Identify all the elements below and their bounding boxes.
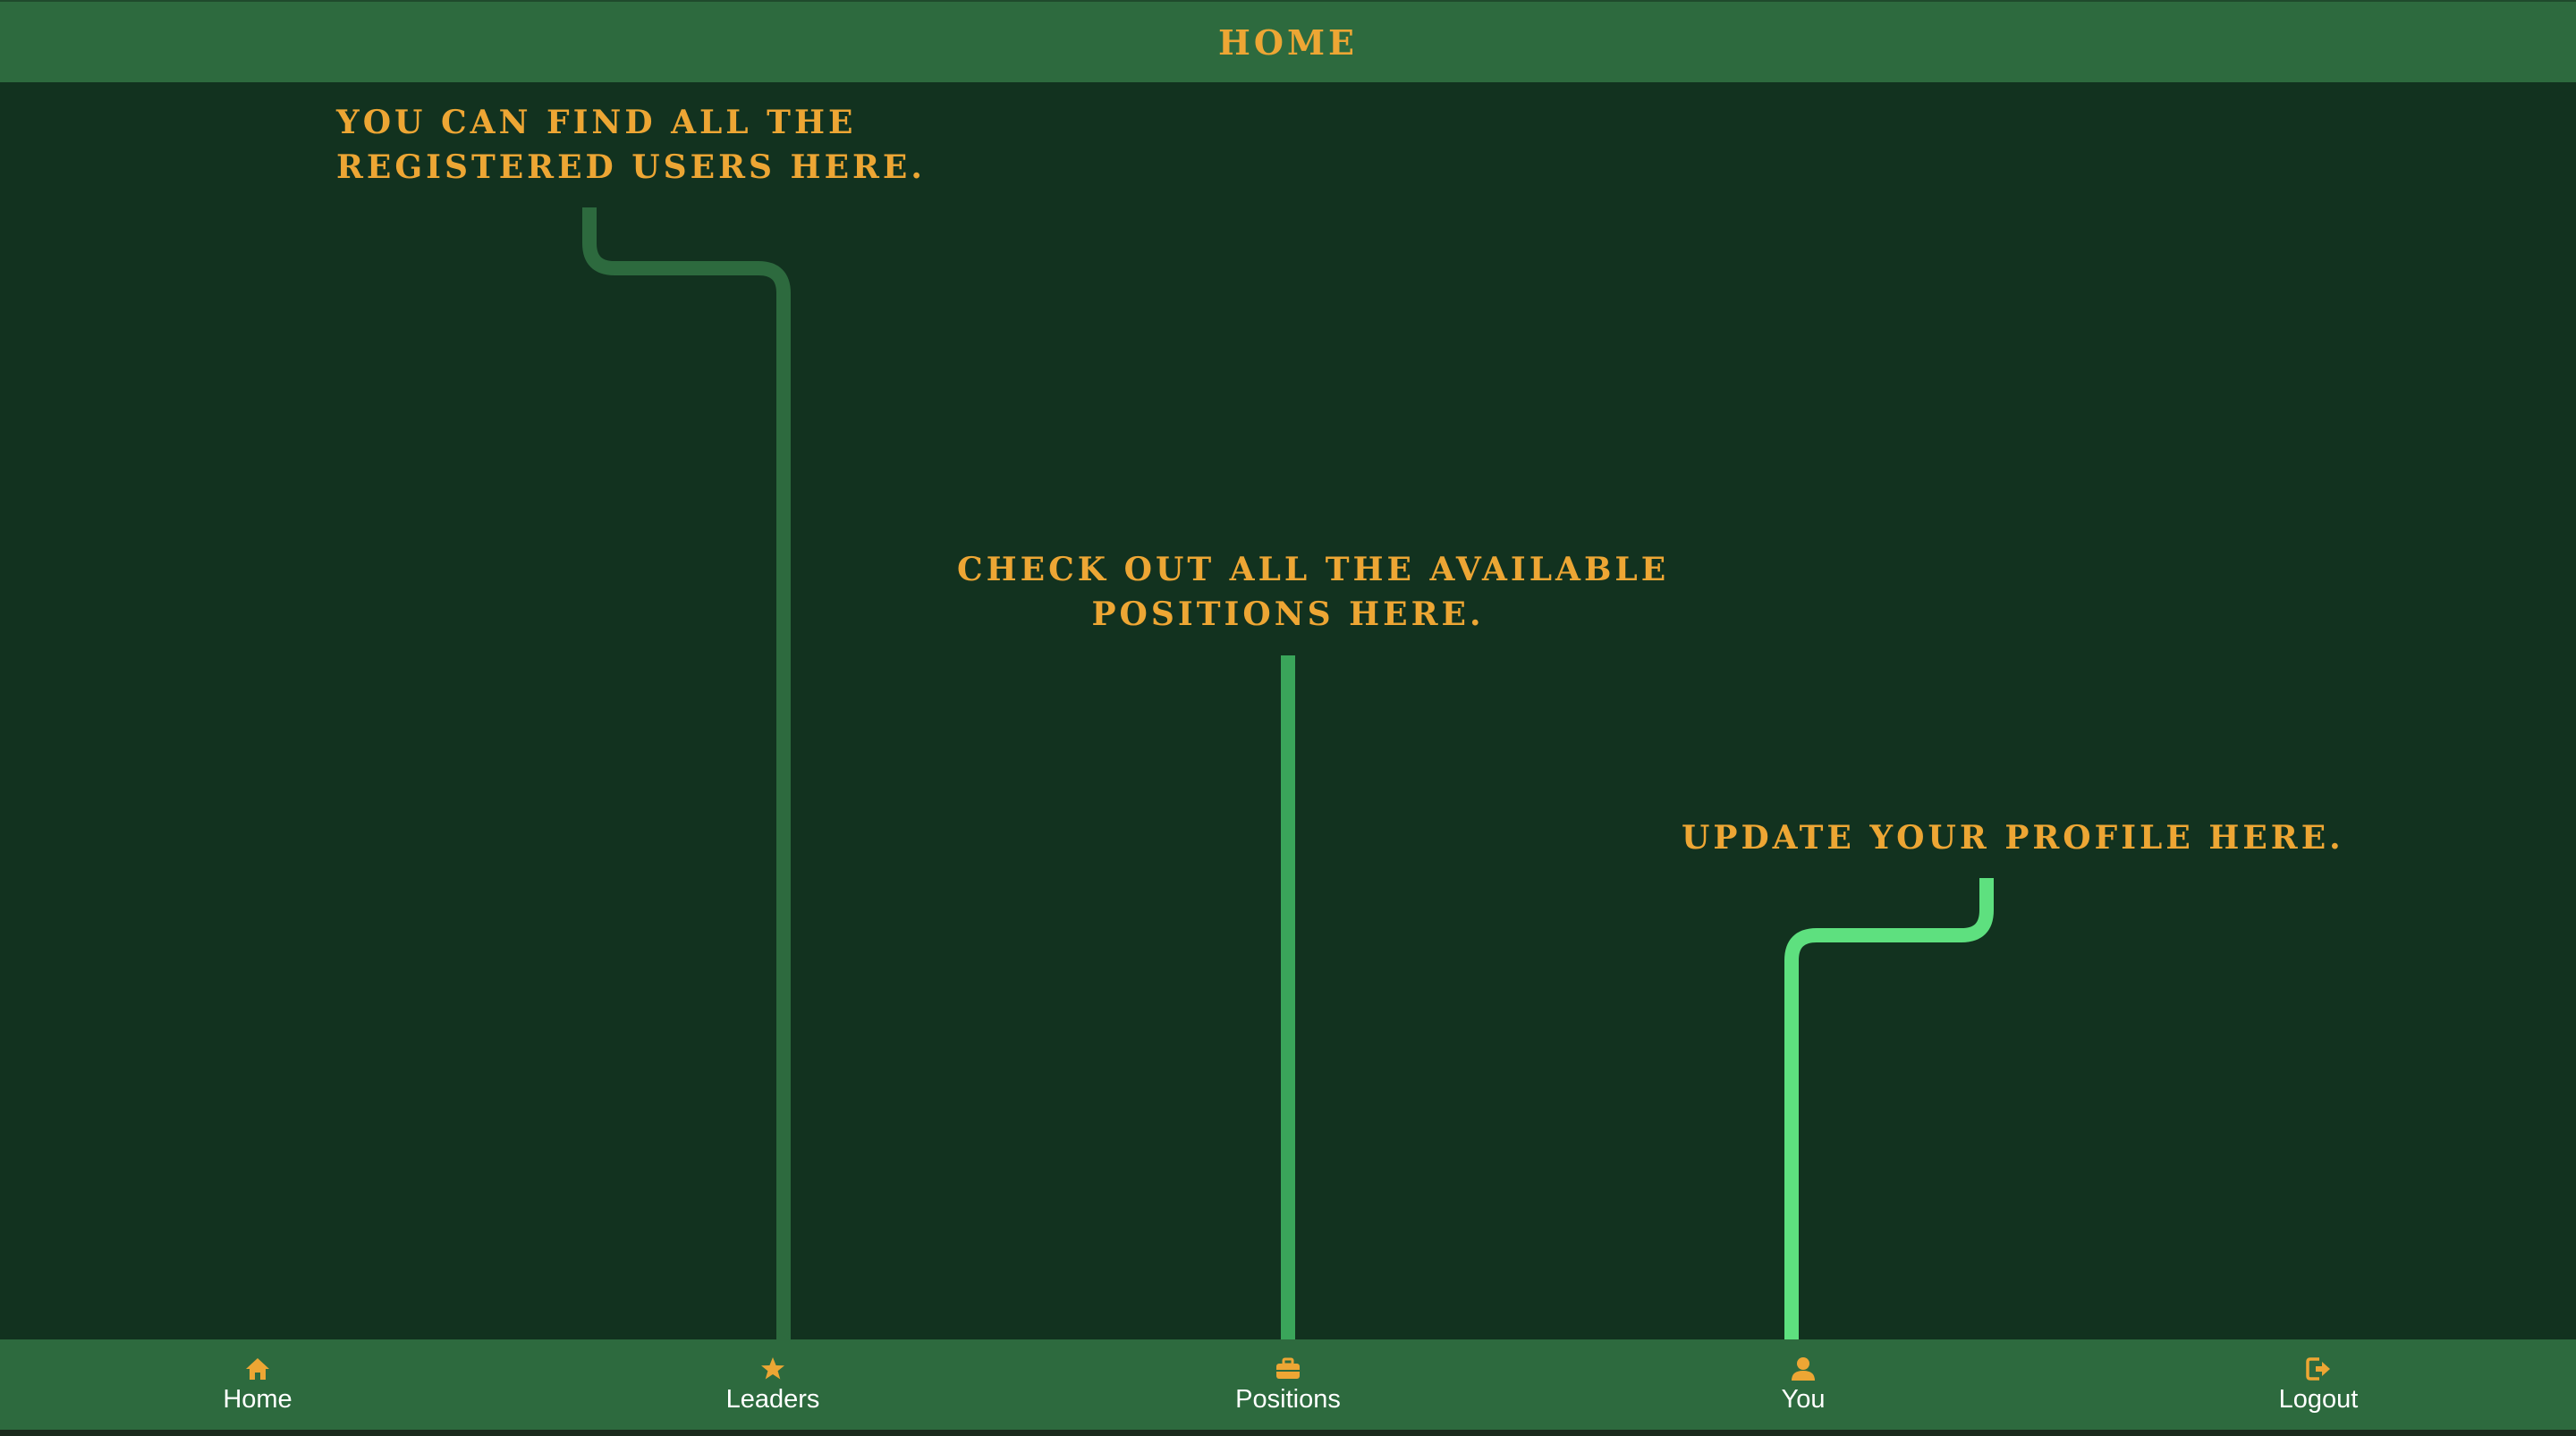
hint-positions-line1: CHECK OUT ALL THE AVAILABLE (957, 551, 1670, 588)
bottom-nav: Home Leaders Positions You (0, 1339, 2576, 1430)
hint-profile-line1: UPDATE YOUR PROFILE HERE. (1682, 819, 2344, 857)
user-icon (1792, 1356, 1815, 1381)
connector-profile (1784, 878, 1994, 1339)
nav-home[interactable]: Home (0, 1339, 515, 1430)
nav-logout-label: Logout (2278, 1384, 2359, 1414)
star-icon (761, 1356, 784, 1379)
hint-leaders: YOU CAN FIND ALL THE REGISTERED USERS HE… (336, 100, 926, 190)
page-title: HOME (1217, 21, 1359, 63)
nav-positions[interactable]: Positions (1030, 1339, 1546, 1430)
logout-icon (2306, 1356, 2330, 1381)
nav-you-label: You (1781, 1384, 1826, 1414)
hint-positions-line2: POSITIONS HERE. (1091, 596, 1485, 633)
hint-leaders-line2: REGISTERED USERS HERE. (336, 148, 926, 186)
home-icon (246, 1357, 269, 1380)
top-bar: HOME (0, 0, 2576, 82)
nav-logout[interactable]: Logout (2061, 1339, 2576, 1430)
bottom-edge-strip (0, 1430, 2576, 1436)
nav-leaders[interactable]: Leaders (515, 1339, 1030, 1430)
connector-leaders (582, 207, 791, 1339)
nav-home-label: Home (223, 1384, 292, 1414)
nav-you[interactable]: You (1546, 1339, 2061, 1430)
nav-positions-label: Positions (1235, 1384, 1341, 1414)
hint-positions: CHECK OUT ALL THE AVAILABLE POSITIONS HE… (957, 547, 1670, 637)
briefcase-icon (1276, 1357, 1300, 1379)
hint-leaders-line1: YOU CAN FIND ALL THE (336, 104, 857, 141)
nav-leaders-label: Leaders (725, 1384, 820, 1414)
hint-profile: UPDATE YOUR PROFILE HERE. (1682, 815, 2344, 860)
